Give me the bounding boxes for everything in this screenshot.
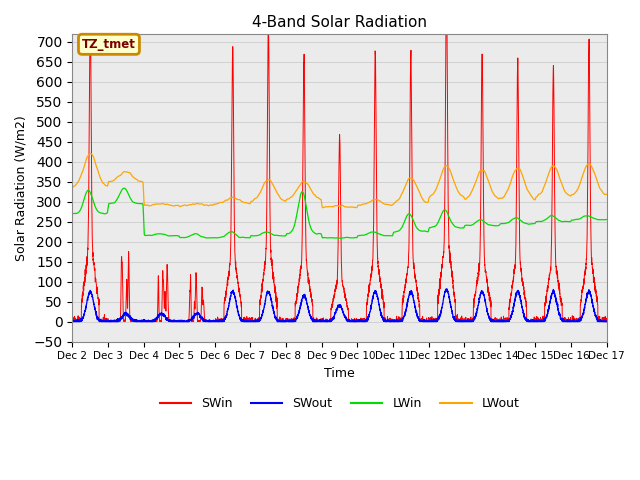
LWout [490, 191, 497, 197]
SWin [164, 308, 172, 314]
SWin [490, 318, 497, 324]
LWin [335, 235, 343, 241]
LWout [164, 202, 172, 208]
Text: TZ_tmet: TZ_tmet [82, 38, 136, 51]
SWout [320, 318, 328, 324]
SWout [69, 319, 77, 324]
X-axis label: Time: Time [324, 367, 355, 380]
SWin [460, 319, 467, 324]
LWin [120, 185, 128, 191]
LWin [320, 235, 328, 240]
Line: LWout: LWout [72, 154, 607, 208]
LWout [87, 151, 95, 156]
SWout [490, 318, 497, 324]
LWin [490, 223, 497, 228]
LWout [68, 184, 76, 190]
SWout [603, 319, 611, 324]
LWout [603, 191, 611, 197]
LWin [602, 216, 610, 222]
SWout [164, 318, 172, 324]
LWout [460, 194, 467, 200]
LWout [602, 192, 610, 197]
SWout [602, 319, 610, 324]
Line: LWin: LWin [72, 188, 607, 238]
LWin [603, 216, 611, 222]
Line: SWout: SWout [72, 288, 607, 322]
SWin [602, 318, 610, 324]
SWin [429, 316, 437, 322]
LWin [430, 224, 438, 229]
SWout [443, 286, 451, 291]
LWin [164, 233, 172, 239]
LWin [68, 211, 76, 216]
SWin [603, 319, 611, 324]
Line: SWin: SWin [72, 0, 607, 322]
LWout [320, 204, 328, 210]
SWout [68, 318, 76, 324]
Title: 4-Band Solar Radiation: 4-Band Solar Radiation [252, 15, 427, 30]
Y-axis label: Solar Radiation (W/m2): Solar Radiation (W/m2) [15, 115, 28, 261]
LWin [460, 225, 467, 231]
Legend: SWin, SWout, LWin, LWout: SWin, SWout, LWin, LWout [154, 392, 525, 415]
SWout [460, 319, 467, 324]
LWout [430, 191, 438, 196]
SWout [430, 319, 438, 324]
LWout [319, 205, 326, 211]
SWin [68, 319, 76, 324]
SWin [319, 315, 327, 321]
